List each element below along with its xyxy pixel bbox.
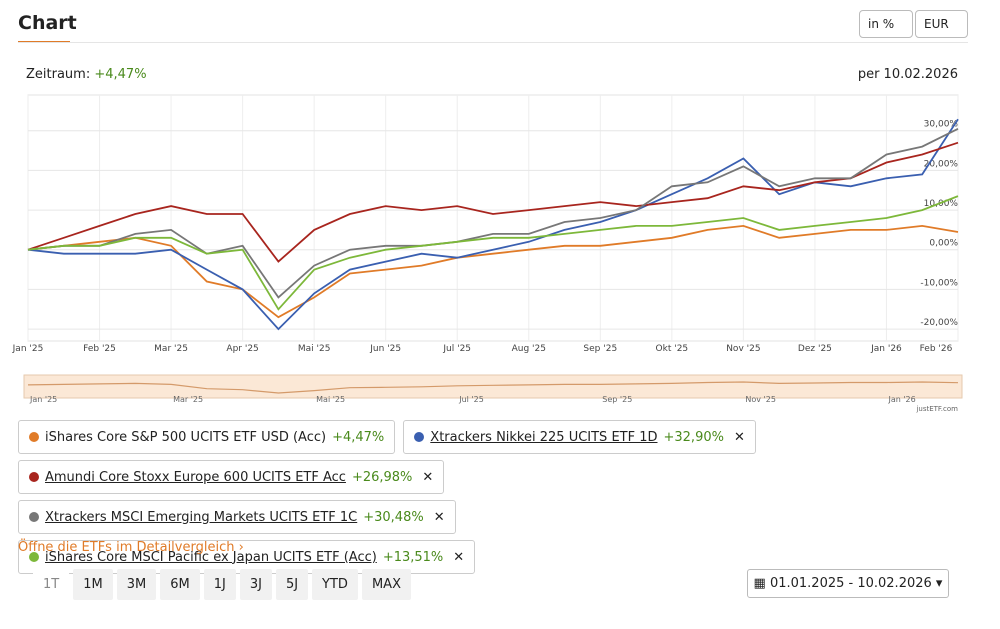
navigator-label: Mai '25 <box>316 395 345 404</box>
range-button[interactable]: 1J <box>203 569 236 600</box>
y-tick-label: 10,00% <box>924 199 959 209</box>
x-tick-label: Mai '25 <box>298 344 331 354</box>
remove-icon[interactable]: ✕ <box>422 469 434 485</box>
range-button[interactable]: 3M <box>116 569 157 600</box>
period-value: +4,47% <box>94 67 147 82</box>
legend: iShares Core S&P 500 UCITS ETF USD (Acc)… <box>18 420 838 574</box>
legend-dot <box>414 432 425 442</box>
series-line <box>27 118 959 331</box>
remove-icon[interactable]: ✕ <box>433 509 445 525</box>
range-button[interactable]: 6M <box>160 569 200 600</box>
legend-name[interactable]: iShares Core S&P 500 UCITS ETF USD (Acc) <box>45 429 327 445</box>
x-tick-label: Jul '25 <box>442 344 471 354</box>
period-label: Zeitraum: <box>26 67 91 82</box>
x-tick-label: Nov '25 <box>726 344 760 354</box>
y-tick-label: 0,00% <box>929 239 958 249</box>
legend-name[interactable]: Xtrackers Nikkei 225 UCITS ETF 1D <box>430 429 658 445</box>
y-tick-label: -10,00% <box>920 278 958 288</box>
legend-item[interactable]: Xtrackers Nikkei 225 UCITS ETF 1D +32,90%… <box>403 420 756 454</box>
navigator-label: Jul '25 <box>458 395 484 404</box>
header-rule <box>18 42 968 43</box>
as-of: per 10.02.2026 <box>857 67 958 82</box>
navigator-line <box>27 381 959 394</box>
range-button[interactable]: YTD <box>312 569 358 600</box>
x-tick-label: Jun '25 <box>369 344 401 354</box>
legend-dot <box>29 552 39 562</box>
compare-link[interactable]: Öffne die ETFs im Detailvergleich › <box>18 540 244 555</box>
range-button[interactable]: 5J <box>275 569 309 600</box>
range-button[interactable]: 1T <box>33 569 70 600</box>
remove-icon[interactable]: ✕ <box>733 429 745 445</box>
x-tick-label: Feb '26 <box>920 344 953 354</box>
x-tick-label: Mar '25 <box>154 344 188 354</box>
series-line <box>27 141 959 263</box>
y-tick-label: 30,00% <box>924 120 959 130</box>
source: justETF.com <box>915 405 958 413</box>
navigator <box>23 374 963 399</box>
unit-select[interactable]: in % <box>859 10 914 38</box>
x-tick-label: Okt '25 <box>656 344 689 354</box>
plot-frame <box>27 94 959 342</box>
period: Zeitraum: +4,47% <box>26 67 147 82</box>
y-tick-label: 20,00% <box>924 159 959 169</box>
date-range[interactable]: ▦ 01.01.2025 - 10.02.2026 ▾ <box>747 569 949 598</box>
legend-name[interactable]: iShares Core MSCI Pacific ex Japan UCITS… <box>45 549 377 565</box>
legend-value: +13,51% <box>382 549 444 565</box>
navigator-label: Jan '25 <box>29 395 57 404</box>
range-button[interactable]: MAX <box>361 569 411 600</box>
navigator-label: Mar '25 <box>173 395 203 404</box>
legend-item[interactable]: Xtrackers MSCI Emerging Markets UCITS ET… <box>18 500 456 534</box>
legend-value: +30,48% <box>363 509 424 525</box>
series-line <box>27 127 959 299</box>
navigator-label: Sep '25 <box>602 395 632 404</box>
legend-value: +4,47% <box>332 429 385 445</box>
chart: Jan '25 Feb '25 Mar '25 Apr '25 Mai '25 Jun '… <box>12 94 963 413</box>
x-tick-label: Dez '25 <box>798 344 832 354</box>
legend-value: +26,98% <box>351 469 413 485</box>
legend-dot <box>29 432 39 442</box>
legend-dot <box>29 512 39 522</box>
legend-name[interactable]: Xtrackers MSCI Emerging Markets UCITS ET… <box>45 509 358 525</box>
legend-dot <box>29 472 39 482</box>
x-tick-label: Jan '26 <box>870 344 902 354</box>
compare-link-text[interactable]: Öffne die ETFs im Detailvergleich <box>18 540 235 555</box>
legend-name[interactable]: Amundi Core Stoxx Europe 600 UCITS ETF A… <box>45 469 346 485</box>
y-tick-label: -20,00% <box>920 318 958 328</box>
x-tick-label: Feb '25 <box>83 344 116 354</box>
range-button[interactable]: 1M <box>73 569 113 600</box>
navigator-label: Nov '25 <box>745 395 776 404</box>
navigator-label: Jan '26 <box>887 395 915 404</box>
legend-item[interactable]: Amundi Core Stoxx Europe 600 UCITS ETF A… <box>18 460 445 494</box>
series-line <box>27 224 959 319</box>
x-tick-label: Apr '25 <box>226 344 258 354</box>
x-tick-label: Sep '25 <box>583 344 617 354</box>
x-tick-label: Jan '25 <box>12 344 44 354</box>
range-button[interactable]: 3J <box>239 569 272 600</box>
x-tick-label: Aug '25 <box>512 344 546 354</box>
legend-value: +32,90% <box>663 429 724 445</box>
range-buttons: 1T 1M 3M 6M 1J 3J 5J YTD MAX <box>33 569 411 600</box>
header-title: Chart <box>18 12 77 34</box>
series-line <box>27 195 959 311</box>
currency-select[interactable]: EUR <box>915 10 968 38</box>
legend-item[interactable]: iShares Core S&P 500 UCITS ETF USD (Acc)… <box>18 420 396 454</box>
remove-icon[interactable]: ✕ <box>453 549 465 565</box>
date-range-text[interactable]: 01.01.2025 - 10.02.2026 <box>769 576 932 591</box>
